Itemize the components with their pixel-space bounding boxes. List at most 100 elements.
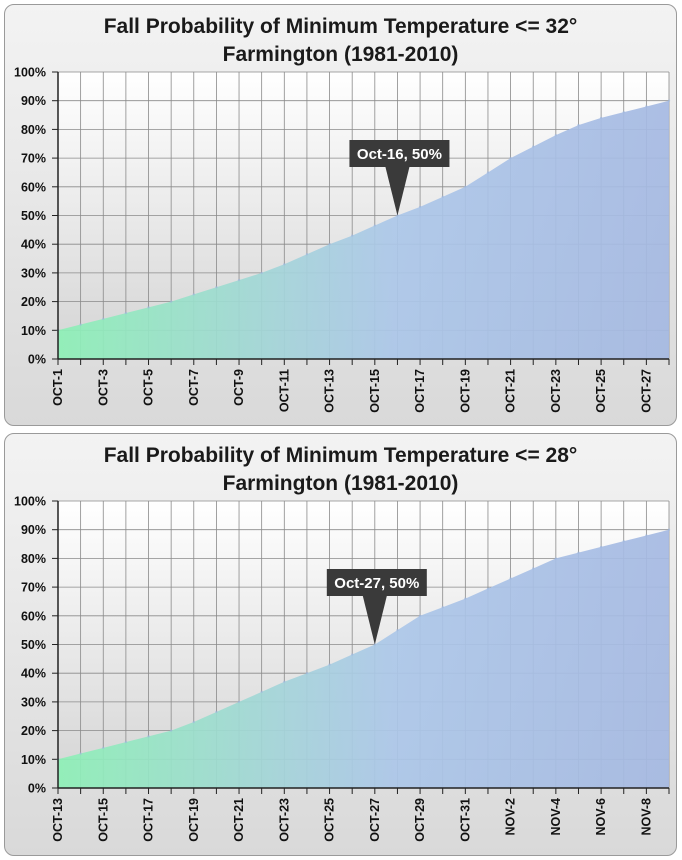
x-tick-label: NOV-4: [549, 798, 563, 836]
x-tick-label: OCT-23: [277, 798, 291, 842]
x-tick-label: OCT-17: [413, 369, 427, 413]
y-tick-label: 20%: [21, 295, 46, 309]
data-point: [79, 752, 82, 755]
y-tick-label: 10%: [21, 753, 46, 767]
data-point: [192, 720, 195, 724]
y-tick-label: 60%: [21, 180, 46, 194]
data-point: [554, 133, 558, 137]
annotation-box: [326, 569, 427, 596]
x-tick-label: OCT-27: [639, 369, 653, 413]
data-point: [328, 243, 331, 246]
data-point: [215, 286, 218, 289]
x-tick-label: NOV-6: [594, 798, 608, 836]
data-point: [260, 271, 263, 275]
chart-subtitle: Farmington (1981-2010): [222, 43, 459, 66]
y-tick-label: 60%: [21, 609, 46, 623]
data-point: [599, 116, 603, 120]
data-point: [147, 735, 150, 738]
data-point: [283, 263, 286, 266]
x-tick-label: OCT-7: [187, 369, 201, 406]
y-tick-label: 30%: [21, 266, 46, 280]
x-tick-label: OCT-21: [232, 798, 246, 842]
x-tick-label: OCT-11: [277, 369, 291, 412]
data-point: [350, 653, 354, 656]
data-point: [486, 171, 490, 174]
data-point: [532, 145, 535, 148]
y-tick-label: 90%: [21, 523, 46, 537]
x-tick-label: OCT-27: [368, 798, 382, 842]
data-point: [464, 597, 467, 600]
x-tick-label: OCT-25: [323, 798, 337, 842]
x-tick-label: NOV-2: [504, 798, 518, 836]
data-point: [509, 156, 512, 160]
data-point: [328, 663, 331, 666]
chart-title: Fall Probability of Minimum Temperature …: [103, 15, 578, 38]
data-point: [645, 534, 648, 537]
data-point: [124, 740, 128, 744]
x-tick-label: OCT-3: [96, 369, 110, 406]
y-tick-label: 70%: [21, 581, 46, 595]
data-point: [283, 680, 286, 684]
data-point: [124, 311, 128, 315]
data-point: [169, 300, 173, 303]
data-point: [441, 195, 444, 199]
chart-panel-1: Fall Probability of Minimum Temperature …: [4, 4, 677, 426]
data-point: [192, 293, 195, 296]
y-tick-label: 40%: [21, 238, 46, 252]
data-point: [305, 672, 309, 675]
y-tick-label: 50%: [21, 209, 46, 223]
x-tick-label: OCT-29: [413, 798, 427, 842]
x-tick-label: NOV-8: [639, 798, 653, 836]
data-point: [509, 577, 512, 580]
chart-subtitle: Farmington (1981-2010): [222, 472, 459, 495]
data-point: [102, 317, 105, 321]
x-tick-label: OCT-5: [142, 369, 156, 406]
data-point: [418, 614, 422, 617]
x-tick-label: OCT-17: [142, 798, 156, 842]
y-tick-label: 40%: [21, 667, 46, 681]
data-point: [577, 123, 580, 127]
x-tick-label: OCT-13: [323, 369, 337, 413]
data-point: [577, 551, 580, 554]
y-tick-label: 100%: [14, 495, 46, 509]
x-tick-label: OCT-9: [232, 369, 246, 406]
y-tick-label: 10%: [21, 324, 46, 338]
annotation-box: [349, 140, 450, 167]
y-tick-label: 0%: [28, 782, 46, 796]
x-tick-label: OCT-31: [458, 798, 472, 842]
y-tick-label: 0%: [28, 353, 46, 367]
y-tick-label: 100%: [14, 66, 46, 80]
area-chart-32: 0% 10% 20% 30% 40% 50% 60% 70% 80% 90% 100% OCT-1 OC…: [14, 66, 671, 413]
data-point: [667, 99, 671, 102]
data-point: [350, 234, 354, 237]
probability-area: [58, 529, 669, 788]
data-point: [79, 323, 82, 326]
x-tick-label: OCT-19: [458, 369, 472, 413]
x-tick-label: OCT-23: [549, 369, 563, 413]
data-point: [237, 278, 241, 282]
y-tick-label: 20%: [21, 724, 46, 738]
data-point: [102, 746, 105, 750]
chart-title: Fall Probability of Minimum Temperature …: [103, 444, 578, 467]
data-point: [554, 557, 558, 560]
probability-area: [58, 100, 669, 359]
data-point: [418, 205, 422, 209]
y-tick-label: 50%: [21, 638, 46, 652]
x-tick-label: OCT-13: [51, 798, 65, 842]
data-point: [599, 545, 603, 549]
x-tick-label: OCT-1: [51, 369, 65, 406]
y-tick-label: 80%: [21, 552, 46, 566]
data-point: [396, 628, 399, 632]
data-point: [441, 605, 444, 609]
data-point: [667, 528, 671, 531]
x-tick-label: OCT-25: [594, 369, 608, 413]
annotation-label: Oct-16, 50%: [357, 146, 442, 163]
data-point: [237, 700, 241, 704]
annotation-label: Oct-27, 50%: [334, 575, 419, 592]
annotation-pointer: [385, 167, 410, 216]
data-point: [373, 224, 377, 227]
data-point: [464, 185, 467, 188]
data-point: [645, 105, 648, 108]
data-point: [622, 110, 625, 114]
chart-title-block: Fall Probability of Minimum Temperature …: [5, 442, 676, 498]
